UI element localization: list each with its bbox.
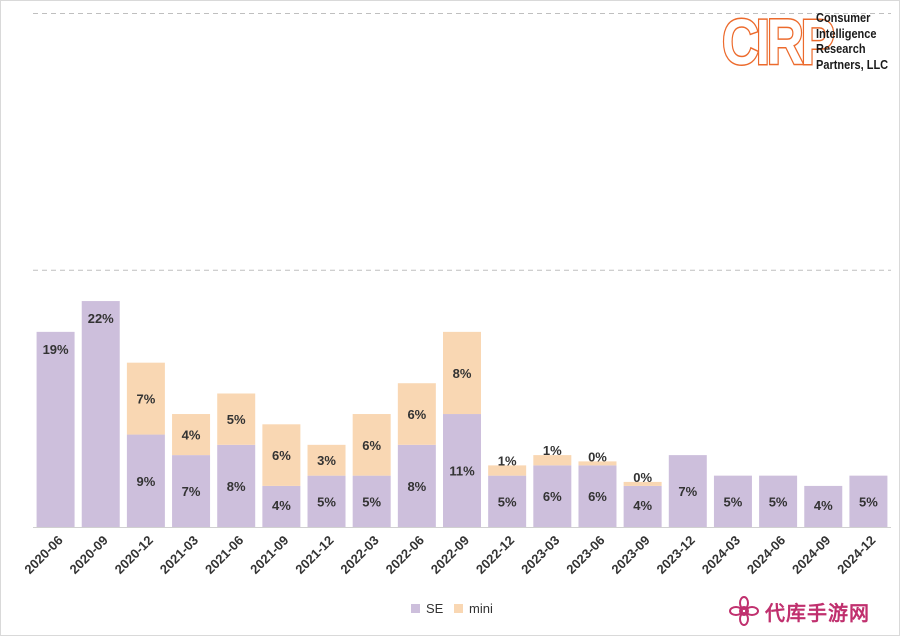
data-label-mini: 3% [317, 453, 336, 468]
bar-se [352, 475, 391, 527]
x-tick-label: 2022-06 [383, 533, 427, 577]
legend-label-mini: mini [469, 601, 493, 616]
data-label-mini: 6% [272, 448, 291, 463]
data-label-se: 11% [449, 464, 475, 479]
data-label-se: 6% [543, 489, 562, 504]
logo-line: Research [816, 42, 866, 56]
bar-se [217, 444, 256, 527]
data-label-mini: 8% [453, 366, 472, 381]
logo-mark: CIRP [721, 6, 836, 78]
bar-se [443, 414, 481, 527]
data-label-se: 5% [724, 494, 743, 509]
logo-line: Consumer [816, 11, 871, 25]
legend-label-se: SE [426, 601, 444, 616]
x-tick-label: 2023-12 [654, 533, 698, 577]
x-tick-label: 2020-06 [21, 533, 65, 577]
bar-mini [443, 331, 481, 415]
x-tick-label: 2024-09 [789, 533, 833, 577]
bar-se [713, 475, 752, 527]
x-tick-label: 2023-03 [518, 533, 562, 577]
bar-se [81, 301, 120, 527]
bar-se [172, 455, 211, 527]
data-label-se: 4% [272, 498, 291, 513]
data-label-mini: 0% [588, 449, 607, 464]
x-tick-label: 2023-09 [608, 533, 652, 577]
bar-mini [578, 461, 617, 466]
bar-mini [397, 383, 436, 445]
x-tick-label: 2022-03 [337, 533, 381, 577]
x-tick-label: 2020-12 [112, 533, 156, 577]
x-tick-label: 2022-09 [428, 533, 472, 577]
bar-mini [172, 414, 211, 456]
x-tick-label: 2022-12 [473, 533, 517, 577]
bar-mini [533, 455, 572, 466]
data-label-se: 7% [182, 484, 201, 499]
bar-se [397, 444, 436, 527]
bar-mini [623, 481, 662, 486]
bar-se [623, 485, 662, 527]
x-tick-label: 2021-09 [247, 533, 291, 577]
data-label-se: 9% [136, 474, 155, 489]
bar-se [578, 465, 617, 527]
data-label-mini: 5% [227, 412, 246, 427]
bar-se [759, 475, 798, 527]
bar-mini [262, 424, 301, 486]
x-tick-label: 2024-12 [834, 533, 878, 577]
x-tick-label: 2024-06 [744, 533, 788, 577]
flower-logo-icon [729, 596, 759, 626]
bar-mini [217, 393, 256, 445]
data-label-mini: 6% [362, 438, 381, 453]
data-label-se: 5% [859, 494, 878, 509]
bar-se [488, 475, 527, 527]
watermark: 代库手游网 [729, 594, 870, 628]
data-label-se: 6% [588, 489, 607, 504]
legend-swatch-mini [454, 604, 463, 613]
x-tick-label: 2021-06 [202, 533, 246, 577]
bar-mini [488, 465, 527, 476]
bar-se [533, 465, 572, 527]
logo-line: Intelligence [816, 26, 877, 41]
cirp-logo: CIRP Consumer Intelligence Research Part… [721, 6, 898, 78]
data-label-se: 5% [362, 494, 381, 509]
data-label-se: 8% [407, 479, 426, 494]
data-label-se: 5% [317, 494, 336, 509]
logo-line: Partners, LLC [816, 57, 889, 72]
logo-company-name: Consumer Intelligence Research Partners,… [816, 11, 888, 73]
legend-swatch-se [411, 604, 420, 613]
bar-se [126, 434, 165, 527]
bar-se [307, 475, 346, 527]
watermark-text: 代库手游网 [765, 600, 870, 625]
bar-se [262, 485, 301, 527]
data-label-se: 5% [769, 494, 788, 509]
data-label-mini: 7% [136, 392, 155, 407]
bar-mini [352, 414, 391, 476]
x-tick-label: 2021-03 [157, 533, 201, 577]
data-label-se: 5% [498, 494, 517, 509]
data-label-se: 19% [43, 342, 69, 357]
x-tick-label: 2020-09 [67, 533, 111, 577]
data-label-mini: 0% [633, 470, 652, 485]
x-tick-label: 2023-06 [563, 533, 607, 577]
data-label-se: 22% [88, 311, 114, 326]
data-label-se: 8% [227, 479, 246, 494]
x-tick-label: 2021-12 [292, 533, 336, 577]
data-label-mini: 6% [407, 407, 426, 422]
data-label-mini: 1% [498, 453, 517, 468]
bar-mini [126, 362, 165, 435]
data-label-se: 7% [678, 484, 697, 499]
bar-se [36, 331, 75, 527]
bar-se [849, 475, 888, 527]
data-label-mini: 1% [543, 443, 562, 458]
data-label-se: 4% [633, 498, 652, 513]
bar-se [668, 455, 707, 527]
data-label-se: 4% [814, 498, 833, 513]
x-tick-label: 2024-03 [699, 533, 743, 577]
bar-mini [307, 444, 346, 476]
bar-se [804, 485, 843, 527]
data-label-mini: 4% [182, 428, 201, 443]
